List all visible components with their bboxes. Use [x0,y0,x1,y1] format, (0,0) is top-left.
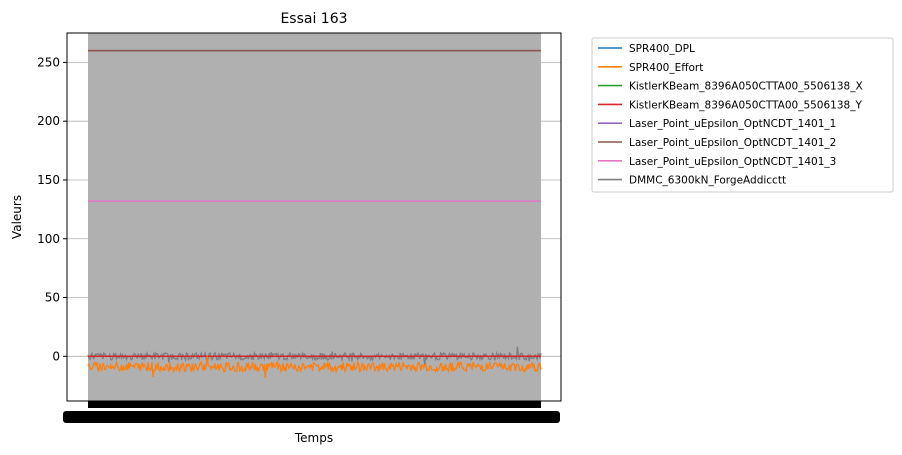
y-tick-label-2: 100 [37,232,60,246]
series-line-7 [87,346,542,366]
x-tick-marks [63,401,560,423]
legend-label-7: DMMC_6300kN_ForgeAddicctt [629,175,786,187]
legend-label-3: KistlerKBeam_8396A050CTTA00_5506138_Y [629,99,862,111]
y-tick-label-3: 150 [37,173,60,187]
plot-area [63,32,562,423]
plot-frame [66,32,562,402]
legend-items: SPR400_DPL SPR400_Effort KistlerKBeam_8396… [598,43,863,187]
y-tick-label-1: 50 [45,291,60,305]
legend-label-4: Laser_Point_uEpsilon_OptNCDT_1401_1 [629,118,836,130]
series-band-7 [88,33,541,401]
y-tick-label-5: 250 [37,55,60,69]
legend-label-0: SPR400_DPL [629,43,695,55]
x-tick-marks-dense [88,401,541,408]
series-line-1 [87,356,542,379]
y-ticks: 0 50 100 150 200 250 [37,55,67,363]
x-axis-label: Temps [294,431,333,445]
legend-label-5: Laser_Point_uEpsilon_OptNCDT_1401_2 [629,137,836,149]
legend: SPR400_DPL SPR400_Effort KistlerKBeam_8396… [591,37,894,193]
series-layer [87,33,542,401]
series-7 [87,33,542,401]
chart-title: Essai 163 [280,11,347,27]
series-1 [87,356,542,379]
legend-label-1: SPR400_Effort [629,62,703,74]
legend-frame [591,37,894,193]
legend-label-6: Laser_Point_uEpsilon_OptNCDT_1401_3 [629,156,836,168]
y-tick-label-4: 200 [37,114,60,128]
y-tick-label-0: 0 [52,349,60,363]
legend-label-2: KistlerKBeam_8396A050CTTA00_5506138_X [629,81,863,93]
y-axis-label: Valeurs [10,195,24,239]
x-tick-labels-overlap [63,411,560,423]
